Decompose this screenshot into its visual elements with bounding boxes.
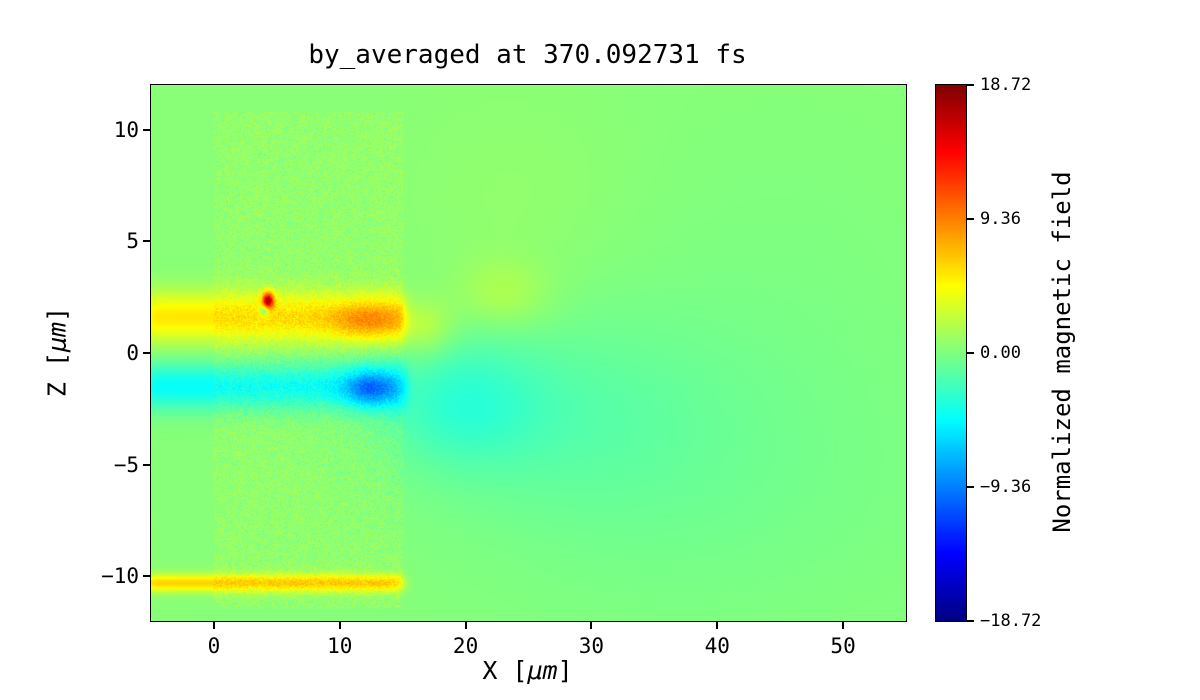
x-tick-mark [338, 621, 341, 629]
y-tick-label: 10 [113, 117, 139, 142]
x-axis-label-text: X [ [482, 656, 528, 685]
colorbar-tick-label: 0.00 [980, 343, 1021, 363]
colorbar-tick-label: −9.36 [980, 477, 1032, 497]
y-tick-mark [143, 128, 151, 131]
colorbar-tick-label: −18.72 [980, 611, 1042, 631]
colorbar-tick-label: 18.72 [980, 75, 1032, 95]
colorbar-tick-mark [966, 620, 974, 622]
colorbar-tick-mark [966, 486, 974, 488]
colorbar-tick-label: 9.36 [980, 209, 1021, 229]
chart-title: by_averaged at 370.092731 fs [308, 40, 747, 70]
colorbar-tick-mark [966, 218, 974, 220]
y-tick-mark [143, 240, 151, 243]
colorbar-label: Normalized magnetic field [1048, 171, 1076, 533]
x-tick-label: 10 [327, 634, 353, 658]
y-tick-mark [143, 352, 151, 354]
plot-area: 0 10 20 30 40 50 −10 −5 0 5 10 [101, 84, 907, 658]
y-axis-label-close: ] [42, 306, 72, 322]
colorbar: 18.72 9.36 0.00 −9.36 −18.72 [935, 75, 1041, 631]
y-tick-label: −10 [101, 564, 139, 589]
x-tick-mark [464, 621, 467, 629]
y-tick-label: 0 [126, 341, 139, 365]
x-tick-label: 30 [578, 634, 605, 658]
y-axis-label: Z [μm] [43, 307, 72, 397]
y-axis-label-text: Z [ [42, 352, 72, 398]
colorbar-tick-mark [966, 352, 974, 354]
y-axis-label-units: μm [42, 321, 72, 353]
x-tick-mark [716, 621, 719, 629]
colorbar-gradient [936, 85, 966, 621]
x-tick-label: 40 [704, 634, 730, 658]
y-tick-label: 5 [126, 229, 139, 254]
x-tick-label: 50 [830, 634, 856, 658]
x-axis-label: X [μm] [150, 656, 905, 685]
y-tick-mark [143, 463, 151, 466]
colorbar-tick-mark [966, 84, 974, 86]
heatmap-canvas [151, 85, 906, 621]
x-axis-label-units: μm [527, 656, 558, 685]
x-tick-label: 20 [452, 634, 479, 658]
x-tick-mark [212, 621, 215, 629]
y-tick-mark [143, 575, 151, 578]
x-tick-label: 0 [207, 634, 221, 658]
y-tick-label: −5 [113, 452, 139, 477]
x-tick-mark [842, 621, 845, 629]
x-tick-mark [590, 621, 593, 629]
x-axis-label-close: ] [557, 656, 573, 685]
